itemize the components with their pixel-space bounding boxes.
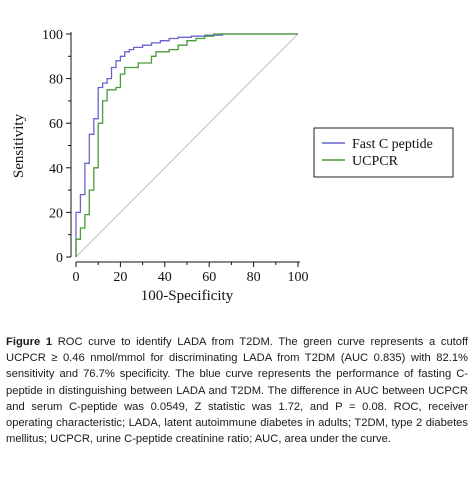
x-tick-label: 0: [73, 270, 80, 285]
legend-box: [313, 127, 454, 178]
series-line-fast-c-peptide: [75, 33, 298, 257]
plot-area: 0 20 40 60 80 100 0 20 40 60 80 100: [42, 28, 309, 285]
x-tick-label: 100: [288, 270, 309, 285]
y-axis-label: Sensitivity: [11, 113, 27, 178]
figure-label: Figure 1: [6, 336, 53, 348]
y-tick-label: 80: [49, 73, 63, 88]
series-line-ucpcr: [75, 33, 298, 257]
y-tick-label: 100: [42, 28, 63, 43]
x-tick-label: 80: [247, 270, 261, 285]
caption-text: ROC curve to identify LADA from T2DM. Th…: [6, 336, 469, 446]
y-tick-label: 40: [49, 162, 63, 177]
x-tick-label: 60: [202, 270, 216, 285]
x-tick-label: 40: [158, 270, 172, 285]
figure-caption: Figure 1 ROC curve to identify LADA from…: [6, 334, 468, 447]
legend-label-ucpcr: UCPCR: [352, 154, 399, 169]
y-tick-label: 0: [56, 251, 63, 266]
x-tick-label: 20: [113, 270, 127, 285]
x-axis-label: 100-Specificity: [141, 288, 234, 304]
legend-label-fast-c-peptide: Fast C peptide: [352, 137, 433, 152]
reference-diagonal: [75, 33, 299, 258]
y-tick-label: 20: [49, 206, 63, 221]
legend: Fast C peptide UCPCR: [313, 127, 454, 178]
roc-chart: 0 20 40 60 80 100 0 20 40 60 80 100 Sensitivity 100…: [11, 28, 454, 304]
y-tick-label: 60: [49, 117, 63, 132]
